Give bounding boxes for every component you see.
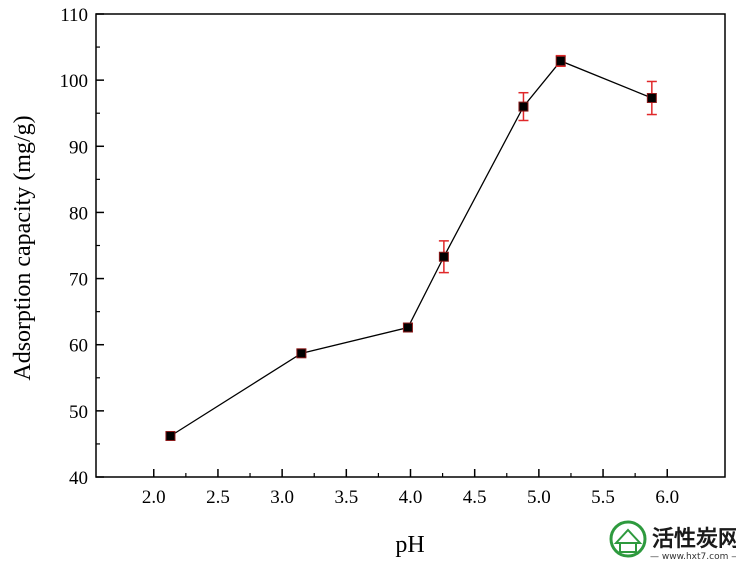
series-line-group <box>170 60 653 437</box>
watermark: 活性炭网 — www.hxt7.com — <box>609 520 736 562</box>
x-tick-label: 5.5 <box>591 487 615 508</box>
x-tick-label: 5.0 <box>527 487 551 508</box>
y-axis-title: Adsorption capacity (mg/g) <box>10 115 36 380</box>
data-point <box>402 322 413 333</box>
watermark-logo-icon <box>609 520 647 558</box>
series-line <box>170 60 653 437</box>
data-point <box>518 101 529 112</box>
y-tick-label: 50 <box>69 402 88 423</box>
data-point <box>438 251 449 262</box>
plot-frame <box>95 13 726 478</box>
watermark-url: — www.hxt7.com — <box>650 552 736 562</box>
x-axis-title: pH <box>395 532 424 558</box>
x-tick-label: 6.0 <box>655 487 679 508</box>
x-tick-label: 2.5 <box>206 487 230 508</box>
y-axis: 40 50 60 70 80 90 100 110 <box>60 5 104 489</box>
data-point <box>646 93 657 104</box>
data-point <box>555 55 566 66</box>
y-tick-label: 100 <box>60 71 89 92</box>
data-point <box>296 348 307 359</box>
x-tick-label: 3.0 <box>270 487 294 508</box>
x-tick-label: 3.5 <box>334 487 358 508</box>
watermark-text: 活性炭网 <box>652 526 736 552</box>
y-tick-label: 110 <box>60 5 88 26</box>
error-bars-group <box>165 54 657 441</box>
y-tick-label: 80 <box>69 203 88 224</box>
y-tick-label: 70 <box>69 270 88 291</box>
x-tick-label: 4.5 <box>463 487 487 508</box>
data-points-group <box>165 55 657 441</box>
y-tick-label: 90 <box>69 137 88 158</box>
x-axis: 2.0 2.5 3.0 3.5 4.0 4.5 5.0 5.5 6.0 <box>142 469 679 508</box>
data-point <box>165 430 176 441</box>
x-tick-label: 2.0 <box>142 487 166 508</box>
y-tick-label: 60 <box>69 336 88 357</box>
x-tick-label: 4.0 <box>399 487 423 508</box>
y-tick-label: 40 <box>69 468 88 489</box>
